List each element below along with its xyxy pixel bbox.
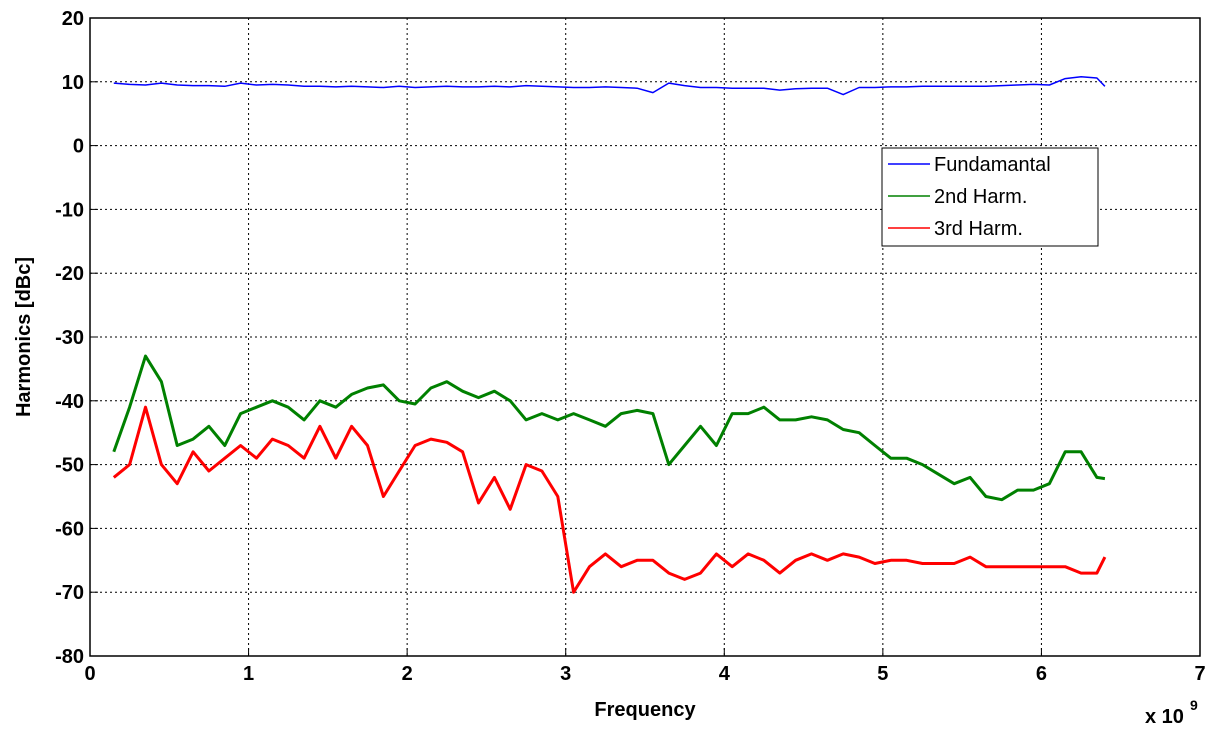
series-line bbox=[112, 354, 1106, 502]
legend-label: 3rd Harm. bbox=[934, 218, 1023, 240]
x-multiplier: x 10 bbox=[1145, 706, 1184, 728]
y-tick-label: -30 bbox=[55, 327, 84, 349]
x-tick-label: 7 bbox=[1194, 663, 1205, 685]
axes-box bbox=[89, 17, 1201, 657]
y-tick-label: -60 bbox=[55, 518, 84, 540]
y-tick-label: -40 bbox=[55, 391, 84, 413]
y-tick-label: -10 bbox=[55, 199, 84, 221]
x-tick-label: 5 bbox=[877, 663, 888, 685]
x-axis-label: Frequency bbox=[594, 699, 696, 721]
x-tick-label: 3 bbox=[560, 663, 571, 685]
y-tick-label: 10 bbox=[62, 72, 84, 94]
y-axis-label: Harmonics [dBc] bbox=[13, 257, 35, 417]
y-tick-label: -50 bbox=[55, 455, 84, 477]
x-tick-label: 0 bbox=[84, 663, 95, 685]
legend-label: Fundamantal bbox=[934, 154, 1051, 176]
x-multiplier-exponent: 9 bbox=[1190, 697, 1198, 713]
y-tick-label: 20 bbox=[62, 8, 84, 30]
legend: Fundamantal 2nd Harm. 3rd Harm. bbox=[881, 147, 1099, 247]
legend-label: 2nd Harm. bbox=[934, 186, 1027, 208]
x-tick-label: 2 bbox=[402, 663, 413, 685]
y-tick-label: -20 bbox=[55, 263, 84, 285]
y-tick-label: 0 bbox=[73, 136, 84, 158]
x-tick-label: 6 bbox=[1036, 663, 1047, 685]
x-tick-label: 1 bbox=[243, 663, 254, 685]
y-tick-label: -80 bbox=[55, 646, 84, 668]
y-tick-label: -70 bbox=[55, 582, 84, 604]
x-tick-label: 4 bbox=[719, 663, 731, 685]
series-line bbox=[113, 75, 1106, 96]
series-line bbox=[112, 405, 1107, 594]
